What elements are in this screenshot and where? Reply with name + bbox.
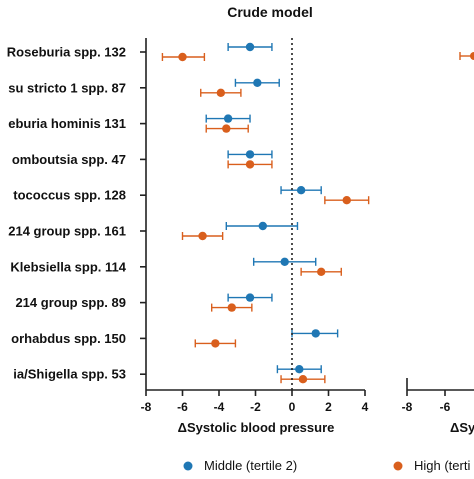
panel2-x-tick-label: -8	[402, 400, 413, 414]
data-point	[223, 114, 233, 123]
chart-title: Crude model	[227, 4, 313, 20]
legend-middle-marker	[183, 461, 193, 471]
category-label: Roseburia spp. 132	[7, 45, 126, 60]
x-tick-label: 4	[362, 400, 369, 414]
data-point	[311, 329, 320, 338]
data-point	[298, 375, 308, 384]
legend-high-label: High (terti	[414, 458, 470, 473]
data-point	[245, 150, 255, 159]
data-point	[245, 293, 255, 302]
category-label: ia/Shigella spp. 53	[13, 367, 126, 382]
plot-rows: Roseburia spp. 132 su stricto 1 spp. 87 eb…	[7, 42, 370, 384]
x-tick-label: -4	[214, 400, 225, 414]
category-label: omboutsia spp. 47	[12, 152, 126, 167]
data-point	[258, 221, 267, 231]
category-label: 214 group spp. 161	[8, 224, 126, 239]
legend-middle-label: Middle (tertile 2)	[204, 458, 297, 473]
x-axis-label: ΔSystolic blood pressure	[178, 420, 335, 435]
x-tick-label: -6	[177, 400, 188, 414]
panel2-x-axis-label: ΔSys	[450, 420, 474, 435]
data-point	[211, 339, 220, 348]
data-point	[253, 78, 262, 88]
legend: Middle (tertile 2) High (terti	[183, 458, 470, 473]
data-point	[295, 365, 304, 374]
data-point	[342, 196, 351, 205]
category-label: 214 group spp. 89	[15, 295, 126, 310]
category-label: su stricto 1 spp. 87	[8, 80, 126, 95]
category-label: tococcus spp. 128	[13, 188, 126, 203]
x-tick-label: 2	[325, 400, 332, 414]
data-point	[296, 186, 306, 195]
data-point	[178, 52, 187, 62]
data-point	[280, 257, 289, 266]
data-point	[245, 42, 255, 52]
panel2-x-tick-label: -6	[440, 400, 451, 414]
category-label: eburia hominis 131	[8, 116, 126, 131]
data-point	[317, 267, 326, 276]
category-label: orhabdus spp. 150	[11, 331, 126, 346]
legend-high-marker	[393, 461, 403, 471]
category-label: Klebsiella spp. 114	[10, 259, 126, 274]
data-point	[222, 124, 231, 133]
x-tick-label: 0	[289, 400, 296, 414]
data-point	[245, 160, 255, 169]
x-tick-label: -2	[250, 400, 261, 414]
x-tick-label: -8	[141, 400, 152, 414]
data-point	[198, 231, 207, 241]
x-axis: -8 -6 -4 -2 0 2 4	[140, 38, 369, 414]
data-point	[227, 303, 236, 312]
second-panel: ΔSys -8 -6	[402, 52, 474, 435]
data-point	[216, 88, 226, 98]
